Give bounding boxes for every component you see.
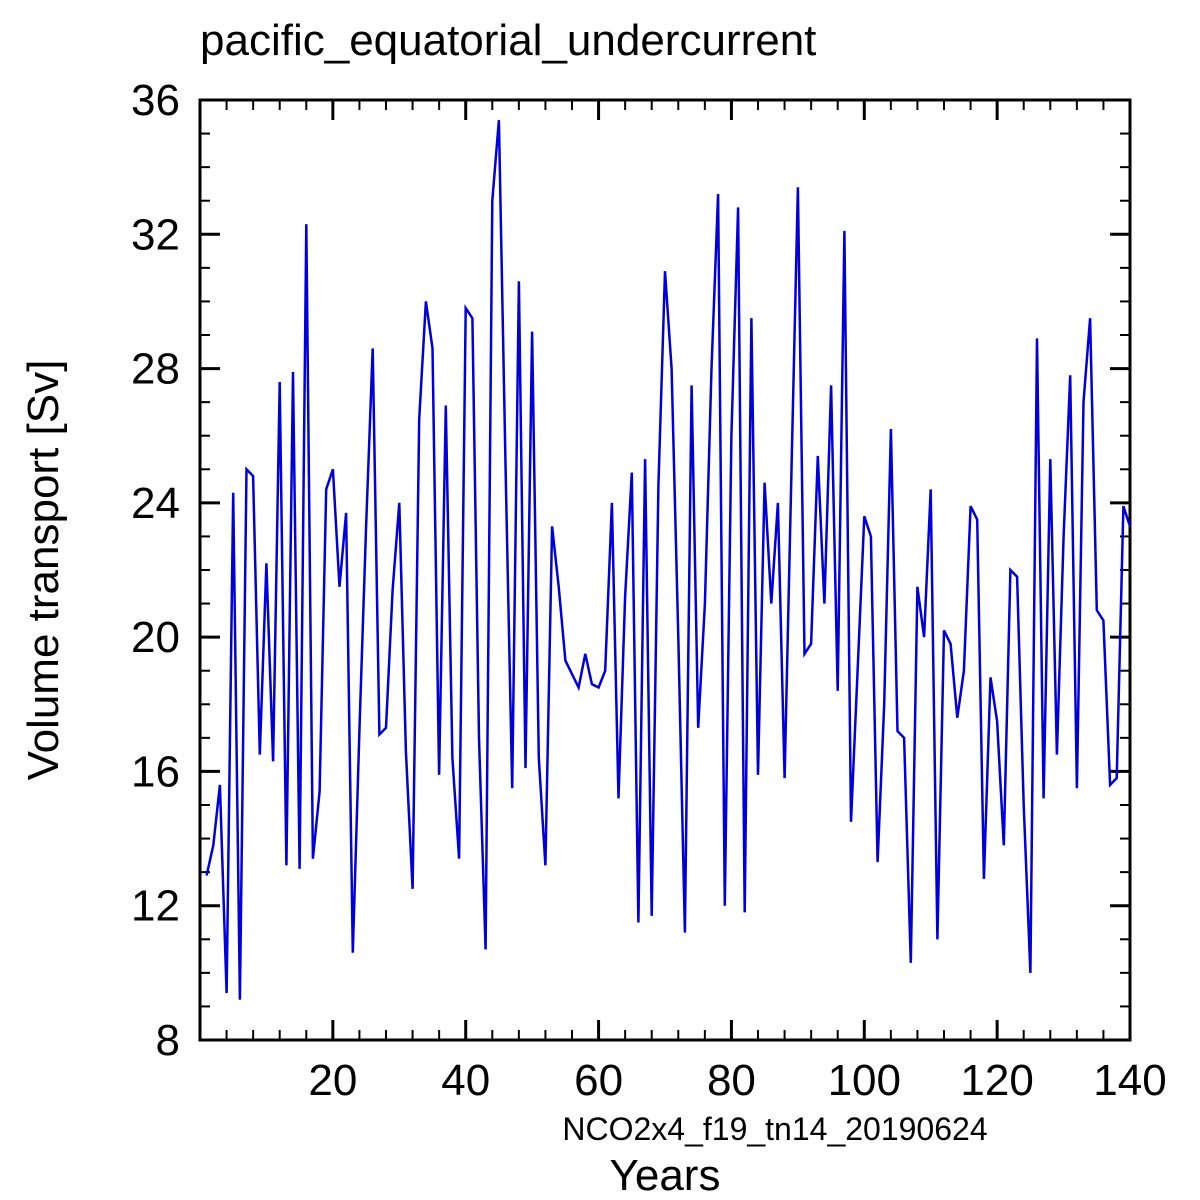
x-tick-label: 80 (707, 1056, 756, 1105)
y-tick-label: 8 (156, 1016, 180, 1065)
y-tick-label: 24 (131, 479, 180, 528)
x-tick-label: 60 (574, 1056, 623, 1105)
y-tick-label: 32 (131, 210, 180, 259)
x-tick-label: 40 (441, 1056, 490, 1105)
dataset-annotation: NCO2x4_f19_tn14_20190624 (562, 1111, 987, 1147)
x-axis-label: Years (610, 1151, 721, 1200)
chart-title: pacific_equatorial_undercurrent (200, 16, 816, 65)
x-tick-label: 140 (1093, 1056, 1166, 1105)
y-tick-label: 28 (131, 345, 180, 394)
x-tick-label: 120 (960, 1056, 1033, 1105)
y-axis-label: Volume transport [Sv] (19, 360, 68, 781)
y-tick-label: 16 (131, 747, 180, 796)
y-tick-label: 36 (131, 76, 180, 125)
x-tick-label: 100 (828, 1056, 901, 1105)
plot-frame (198, 98, 1132, 1042)
data-line (205, 119, 1132, 1000)
y-tick-label: 20 (131, 613, 180, 662)
x-tick-label: 20 (308, 1056, 357, 1105)
y-tick-label: 12 (131, 882, 180, 931)
